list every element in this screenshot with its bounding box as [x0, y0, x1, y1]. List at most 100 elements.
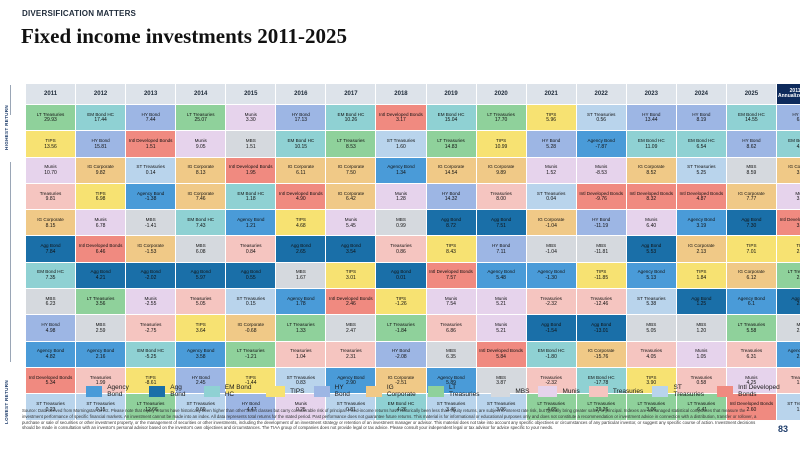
return-cell: Agg Bond 7.51: [476, 210, 526, 236]
returns-table: 2011 2012 2013 2014 2015 2016 2017 2018 2019 2020…: [26, 84, 800, 421]
asset-class-label: MBS: [446, 348, 457, 354]
year-column: Munis 3.30 MBS 1.51 Intl Developed Bonds 1.95…: [226, 105, 276, 421]
return-cell: IG Corporate 6.11: [276, 157, 326, 183]
asset-class-label: IG Corporate: [587, 348, 615, 354]
return-value: -1.21: [245, 354, 257, 361]
return-cell: LT Treasuries 29.93: [26, 105, 76, 131]
return-value: 9.05: [195, 143, 206, 150]
return-cell: Agency Bond 1.34: [376, 157, 426, 183]
return-cell: IG Corporate 9.82: [76, 157, 126, 183]
return-cell: Agency Bond 5.13: [626, 262, 676, 289]
return-cell: Agg Bond 2.65: [276, 236, 326, 262]
return-cell: Treasuries 2.31: [326, 341, 376, 367]
return-value: 3.34: [796, 196, 800, 203]
asset-class-label: Intl Developed Bonds: [78, 243, 123, 249]
return-cell: ST Treasuries 5.38: [626, 289, 676, 315]
return-value: 1.51: [245, 143, 256, 150]
return-value: 6.1: [747, 301, 755, 308]
return-value: 1.67: [295, 275, 306, 282]
asset-class-label: ST Treasuries: [536, 190, 566, 196]
return-value: 6.11: [296, 169, 306, 176]
asset-class-label: Munis: [44, 164, 57, 170]
asset-class-label: Munis: [595, 164, 608, 170]
return-value: 25.07: [194, 117, 207, 124]
year-column: LT Treasuries 17.70 TIPS 10.99 IG Corporate 9…: [476, 105, 526, 421]
return-cell: MBS 0.99: [376, 210, 426, 236]
asset-class-label: LT Treasuries: [236, 348, 265, 354]
asset-class-label: Munis: [695, 348, 708, 354]
return-cell: LT Treasuries 8.53: [326, 131, 376, 157]
asset-class-label: Agency Bond: [587, 137, 615, 143]
asset-class-label: TIPS: [596, 269, 607, 275]
asset-class-label: EM Bond HC: [437, 111, 465, 117]
asset-class-label: Treasuries: [490, 190, 512, 196]
return-value: 2.47: [346, 327, 356, 334]
return-cell: Intl Developed Bonds 1.51: [126, 131, 176, 157]
return-value: 5.45: [346, 222, 356, 229]
returns-columns: LT Treasuries 29.93 TIPS 13.56 Munis 10.70 Tre…: [26, 105, 800, 421]
return-value: 0.58: [696, 380, 707, 387]
legend-swatch: [313, 385, 330, 397]
asset-class-label: Treasuries: [89, 374, 112, 380]
asset-class-label: LT Treasuries: [437, 137, 465, 143]
return-cell: Agg Bond -13.01: [576, 315, 626, 341]
year-header: 2013: [126, 84, 176, 104]
asset-class-label: Munis: [745, 374, 758, 380]
asset-class-label: MBS: [546, 243, 557, 249]
return-value: 13.44: [645, 117, 658, 124]
return-cell: HY Bond -2.08: [376, 341, 426, 367]
asset-class-label: EM Bond HC: [637, 137, 665, 143]
return-value: 2.85: [796, 248, 800, 255]
return-cell: Treasuries 1.04: [276, 341, 326, 367]
return-value: 3.01: [346, 275, 356, 282]
asset-class-label: EM Bond HC: [287, 137, 315, 143]
return-cell: HY Bond 5.28: [526, 131, 576, 157]
return-value: 5.89: [446, 380, 456, 387]
asset-class-label: MBS: [796, 322, 800, 328]
asset-class-label: Agency Bond: [437, 374, 465, 380]
legend-label: IG Corporate: [386, 384, 416, 398]
return-cell: TIPS -11.85: [576, 262, 626, 289]
return-value: 0.84: [245, 248, 256, 255]
return-value: 6.40: [646, 222, 657, 229]
return-cell: LT Treasuries -29.26: [576, 394, 626, 420]
asset-class-label: HY Bond: [692, 111, 711, 117]
return-value: 14.32: [444, 196, 458, 203]
return-value: 10.26: [344, 117, 358, 124]
asset-class-label: IG Corporate: [387, 374, 415, 380]
asset-class-label: EM Bond HC: [687, 137, 715, 143]
return-value: 1.25: [696, 301, 707, 308]
asset-class-label: ST Treasuries: [36, 400, 65, 406]
return-value: -5.25: [144, 354, 157, 361]
return-value: -8.61: [144, 380, 157, 387]
return-cell: LT Treasuries 3.56: [76, 289, 126, 315]
return-value: 0.23: [45, 406, 56, 413]
return-cell: Agency Bond 1.78: [276, 289, 326, 315]
return-cell: Munis 3.30: [226, 105, 276, 131]
return-value: -17.78: [594, 380, 609, 387]
legend-label: Treasuries: [612, 387, 644, 395]
return-cell: Intl Developed Bonds -9.76: [576, 183, 626, 210]
return-value: 2.04: [796, 327, 800, 334]
return-value: 9.89: [496, 169, 506, 176]
return-cell: IG Corporate 8.15: [26, 210, 76, 236]
asset-class-label: Agency Bond: [337, 374, 365, 380]
return-value: 14.54: [444, 169, 458, 176]
return-cell: MBS 2.47: [326, 315, 376, 341]
return-cell: TIPS 7.01: [726, 236, 776, 262]
return-value: 8.62: [746, 143, 757, 150]
return-value: 6.12: [746, 275, 757, 282]
return-value: 7.43: [195, 222, 206, 229]
legend-swatch: [652, 385, 669, 397]
return-cell: Treasuries -2.75: [126, 315, 176, 341]
return-value: 1.21: [245, 222, 256, 229]
return-value: 0.25: [295, 406, 306, 413]
return-cell: HY Bond 7.44: [126, 105, 176, 131]
asset-class-label: Agency Bond: [237, 216, 265, 222]
return-value: 0.81: [346, 406, 356, 413]
return-cell: IG Corporate -15.76: [576, 341, 626, 367]
return-value: -11.85: [594, 275, 609, 282]
